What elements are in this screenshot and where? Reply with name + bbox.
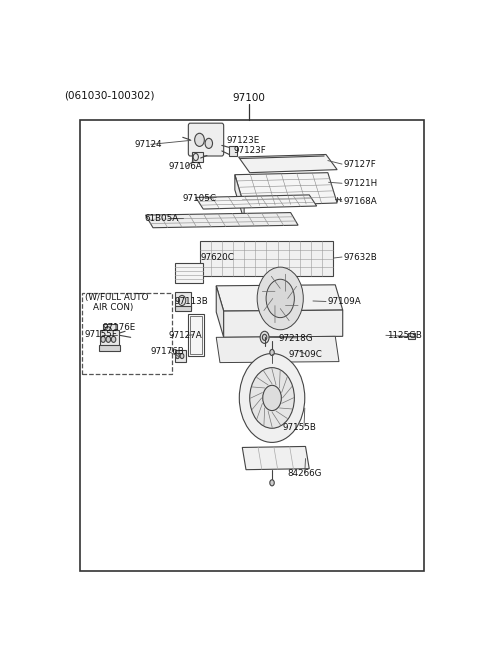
Text: 97123E: 97123E [227, 136, 260, 146]
Text: (W/FULL AUTO: (W/FULL AUTO [85, 293, 149, 302]
Text: 97124: 97124 [134, 140, 162, 149]
Text: 97176B: 97176B [151, 348, 184, 356]
Circle shape [266, 279, 294, 318]
Text: 97155B: 97155B [282, 422, 316, 432]
Text: 97121H: 97121H [344, 179, 378, 188]
Text: 97109A: 97109A [327, 297, 361, 306]
Circle shape [263, 385, 281, 411]
Text: 97109C: 97109C [288, 350, 322, 359]
Text: 97127A: 97127A [168, 331, 203, 340]
Text: 97113B: 97113B [175, 297, 208, 306]
Polygon shape [239, 155, 337, 173]
Text: 84266G: 84266G [287, 469, 321, 478]
Bar [408, 333, 415, 339]
Bar [175, 306, 192, 311]
Bar [188, 314, 204, 356]
Polygon shape [216, 285, 343, 311]
Text: 97105C: 97105C [183, 194, 217, 203]
Circle shape [195, 133, 204, 146]
Circle shape [106, 337, 110, 342]
Circle shape [104, 327, 112, 337]
Text: 97176E: 97176E [102, 323, 136, 332]
Circle shape [178, 295, 186, 306]
Bar [103, 324, 117, 339]
Bar [190, 316, 203, 354]
Text: 97168A: 97168A [344, 197, 377, 206]
Polygon shape [224, 310, 343, 337]
Circle shape [250, 367, 294, 428]
Bar [83, 293, 172, 374]
Bar [175, 263, 203, 283]
Bar [175, 293, 191, 308]
Circle shape [176, 354, 180, 359]
Text: 97218G: 97218G [279, 334, 313, 343]
Bar [100, 330, 119, 349]
Bar [99, 346, 120, 352]
Bar [81, 120, 424, 571]
Bar [192, 152, 203, 162]
Polygon shape [235, 173, 337, 206]
Polygon shape [216, 337, 339, 363]
Bar [175, 350, 186, 361]
Text: 61B05A: 61B05A [145, 214, 179, 222]
Circle shape [257, 267, 303, 330]
Circle shape [101, 337, 106, 342]
Circle shape [270, 480, 274, 486]
Circle shape [205, 138, 213, 148]
Circle shape [180, 354, 184, 359]
Text: 97127F: 97127F [344, 159, 376, 169]
Text: (061030-100302): (061030-100302) [64, 91, 155, 101]
Circle shape [270, 350, 274, 356]
Circle shape [240, 354, 305, 442]
Bar [229, 146, 238, 156]
Text: AIR CON): AIR CON) [94, 302, 134, 312]
Circle shape [111, 337, 116, 342]
Circle shape [260, 331, 269, 343]
Polygon shape [145, 213, 298, 228]
Text: 97106A: 97106A [169, 162, 203, 171]
Text: 1125GB: 1125GB [386, 331, 421, 340]
Text: 97123F: 97123F [234, 146, 266, 155]
Polygon shape [216, 286, 224, 337]
Polygon shape [196, 195, 317, 209]
FancyBboxPatch shape [188, 123, 224, 156]
Text: 97155F: 97155F [84, 331, 117, 339]
Text: 97632B: 97632B [344, 253, 377, 262]
Circle shape [263, 335, 267, 340]
Text: 97620C: 97620C [201, 253, 235, 262]
Bar [200, 241, 334, 276]
Polygon shape [242, 447, 309, 470]
Polygon shape [235, 174, 244, 220]
Text: 97100: 97100 [232, 93, 265, 103]
